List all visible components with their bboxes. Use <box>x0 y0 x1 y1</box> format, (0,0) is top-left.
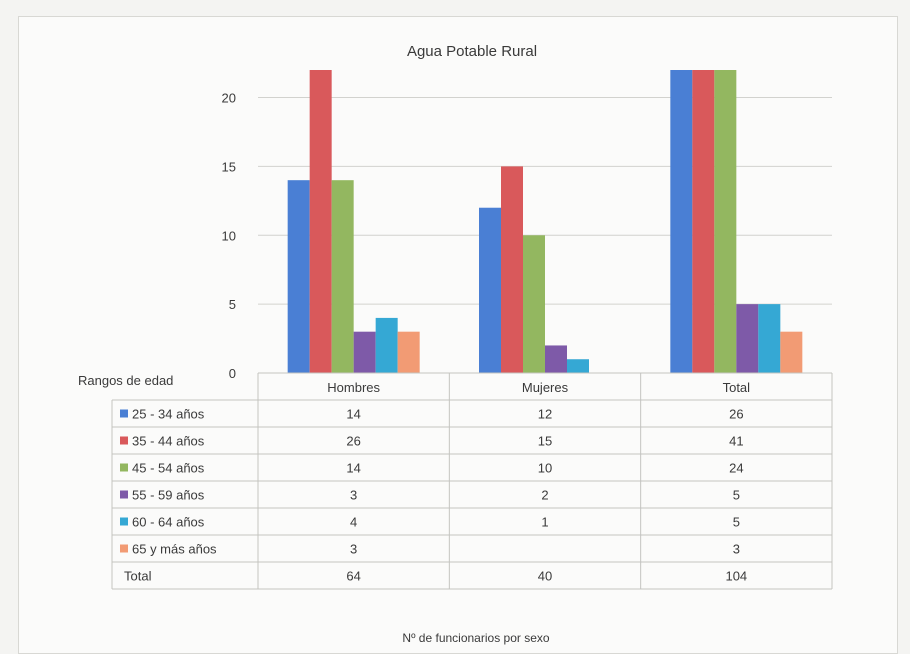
y-tick-label: 0 <box>229 366 236 381</box>
legend-swatch <box>120 436 128 445</box>
table-cell: 3 <box>733 542 740 557</box>
bar <box>479 207 501 373</box>
legend-label: 45 - 54 años <box>132 461 205 476</box>
legend-label: 65 y más años <box>132 542 217 557</box>
legend-swatch <box>120 409 128 418</box>
table-cell: 2 <box>541 488 548 503</box>
bar <box>375 317 398 373</box>
bar <box>545 345 567 373</box>
y-tick-label: 20 <box>222 91 236 106</box>
table-cell: 14 <box>346 407 360 422</box>
y-tick-label: 5 <box>229 297 236 312</box>
total-cell: 40 <box>538 569 552 584</box>
legend-label: 55 - 59 años <box>132 488 205 503</box>
bar <box>758 304 781 373</box>
y-axis: 0 5 10 15 20 <box>222 91 236 381</box>
legend-swatch <box>120 517 128 526</box>
category-label: Mujeres <box>522 380 569 395</box>
x-axis-label: Nº de funcionarios por sexo <box>402 631 549 645</box>
table-cell: 10 <box>538 461 552 476</box>
legend-label: 60 - 64 años <box>132 515 205 530</box>
table-cell: 24 <box>729 461 743 476</box>
category-label: Hombres <box>327 380 380 395</box>
table-cell: 12 <box>538 407 552 422</box>
bar <box>567 359 589 373</box>
table-header-label: Rangos de edad <box>78 373 173 388</box>
legend-swatch <box>120 544 128 553</box>
y-tick-label: 10 <box>222 228 236 243</box>
bar <box>714 70 737 373</box>
bar <box>331 180 354 373</box>
table-cell: 3 <box>350 542 357 557</box>
table-cell: 1 <box>541 515 548 530</box>
bar <box>309 70 332 373</box>
bars <box>287 70 803 373</box>
bar <box>692 70 715 373</box>
bar <box>353 331 376 373</box>
bar <box>501 166 523 373</box>
legend-label: 25 - 34 años <box>132 407 205 422</box>
bar <box>670 70 693 373</box>
bar <box>523 235 545 373</box>
total-cell: 64 <box>346 569 360 584</box>
y-tick-label: 15 <box>222 159 236 174</box>
table-cell: 15 <box>538 434 552 449</box>
table-cell: 26 <box>729 407 743 422</box>
total-row-label: Total <box>124 569 152 584</box>
chart-title: Agua Potable Rural <box>407 43 537 60</box>
legend-label: 35 - 44 años <box>132 434 205 449</box>
bar <box>397 331 420 373</box>
legend-swatch <box>120 490 128 499</box>
table-cell: 41 <box>729 434 743 449</box>
legend-swatch <box>120 463 128 472</box>
table-cell: 5 <box>733 515 740 530</box>
category-label: Total <box>723 380 751 395</box>
table-cell: 14 <box>346 461 360 476</box>
table-cell: 3 <box>350 488 357 503</box>
total-cell: 104 <box>725 569 747 584</box>
table-cell: 5 <box>733 488 740 503</box>
bar <box>287 180 310 373</box>
table-cell: 4 <box>350 515 357 530</box>
bar <box>780 331 803 373</box>
table-cell: 26 <box>346 434 360 449</box>
bar <box>736 304 759 373</box>
